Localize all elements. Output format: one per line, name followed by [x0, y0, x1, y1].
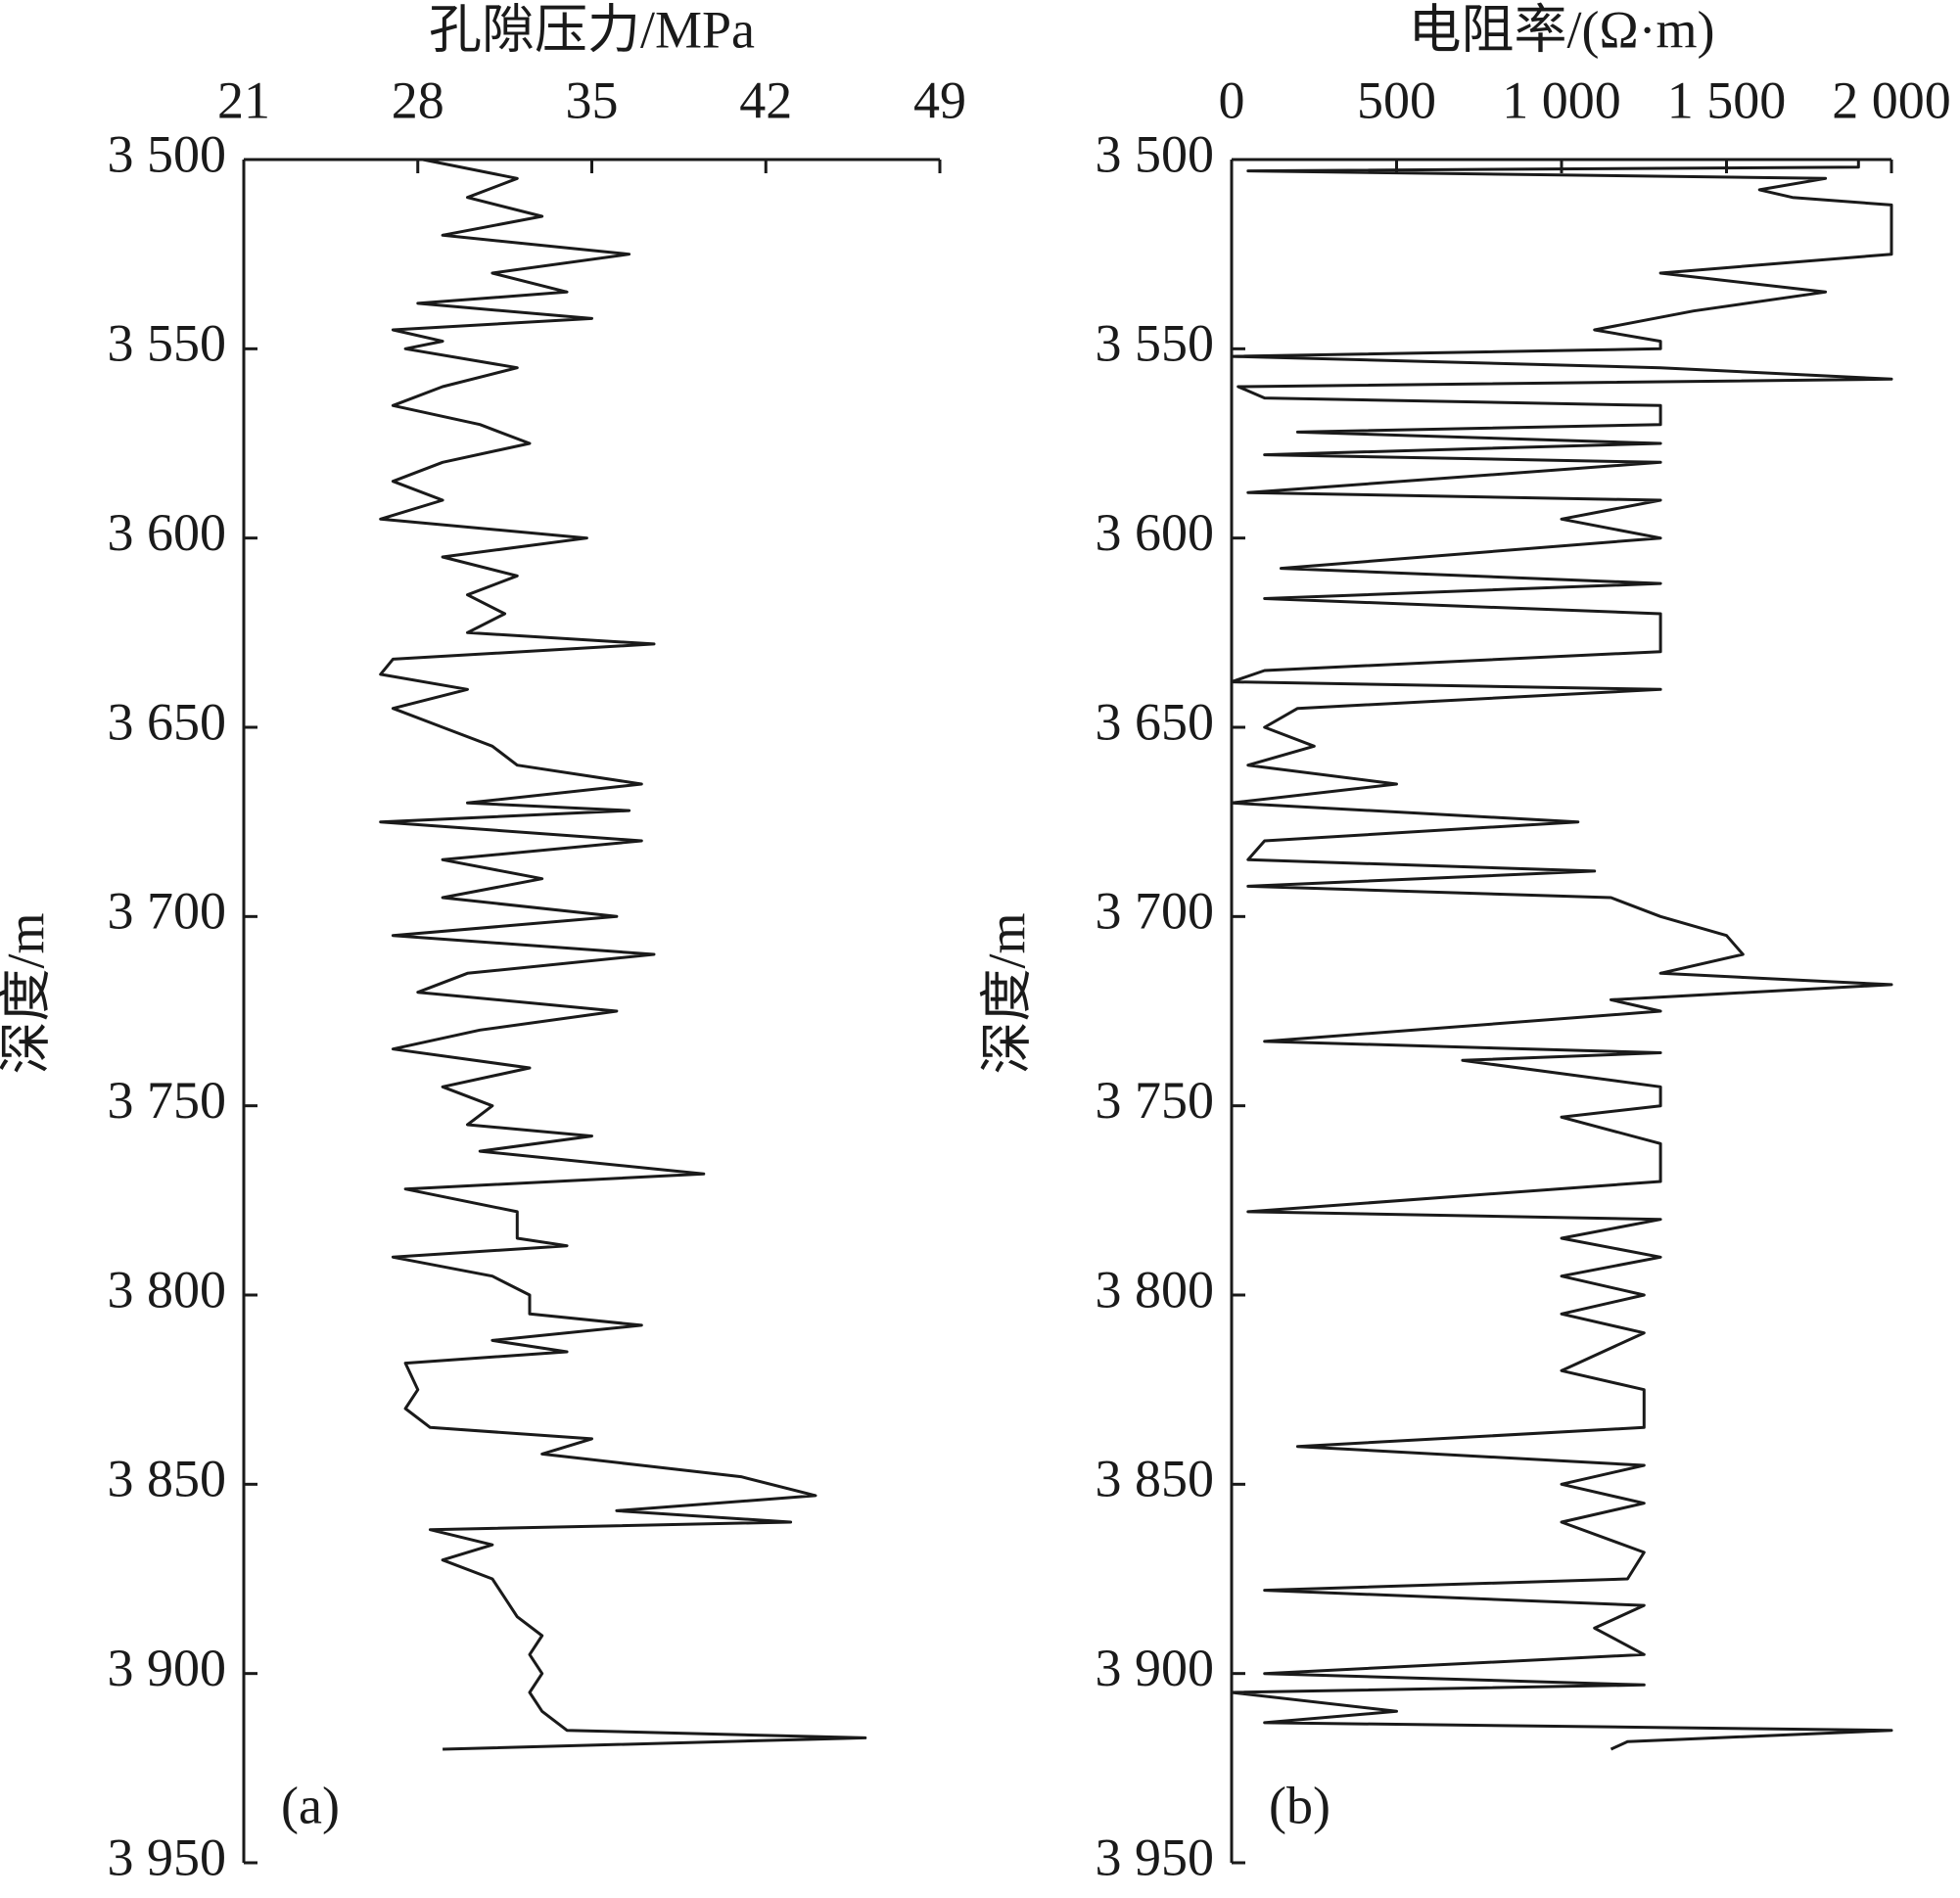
y-tick-label: 3 850: [108, 1450, 227, 1508]
y-tick-label: 3 900: [108, 1639, 227, 1697]
x-tick-label: 500: [1357, 70, 1436, 129]
y-tick-label: 3 650: [108, 692, 227, 751]
x-tick-label: 0: [1219, 70, 1245, 129]
y-tick-label: 3 700: [108, 882, 227, 941]
y-tick-label: 3 850: [1096, 1450, 1215, 1508]
y-tick-label: 3 500: [108, 124, 227, 183]
x-tick-label: 49: [913, 70, 966, 129]
y-tick-label: 3 550: [108, 314, 227, 373]
y-tick-label: 3 500: [1096, 124, 1215, 183]
data-line: [379, 158, 867, 1751]
x-tick-label: 21: [217, 70, 270, 129]
chart-title: 电阻率/(Ω·m): [1408, 0, 1714, 59]
y-tick-label: 3 700: [1096, 882, 1215, 941]
y-tick-label: 3 750: [108, 1071, 227, 1130]
y-tick-label: 3 550: [1096, 314, 1215, 373]
data-line: [1230, 160, 1893, 1751]
y-tick-label: 3 750: [1096, 1071, 1215, 1130]
y-tick-label: 3 650: [1096, 692, 1215, 751]
y-axis-label: 深度/m: [0, 912, 55, 1074]
y-tick-label: 3 950: [108, 1828, 227, 1886]
x-tick-label: 2 000: [1832, 70, 1951, 129]
panel-label: (a): [281, 1776, 340, 1834]
y-tick-label: 3 600: [1096, 503, 1215, 562]
y-tick-label: 3 600: [108, 503, 227, 562]
x-tick-label: 42: [739, 70, 792, 129]
y-axis-label: 深度/m: [977, 912, 1036, 1074]
x-tick-label: 1 500: [1667, 70, 1787, 129]
x-tick-label: 1 000: [1502, 70, 1621, 129]
panel-label: (b): [1269, 1776, 1330, 1834]
x-tick-label: 28: [392, 70, 444, 129]
y-tick-label: 3 800: [1096, 1260, 1215, 1319]
x-tick-label: 35: [566, 70, 619, 129]
y-tick-label: 3 900: [1096, 1639, 1215, 1697]
chart-title: 孔隙压力/MPa: [429, 0, 755, 59]
y-tick-label: 3 800: [108, 1260, 227, 1319]
y-tick-label: 3 950: [1096, 1828, 1215, 1886]
